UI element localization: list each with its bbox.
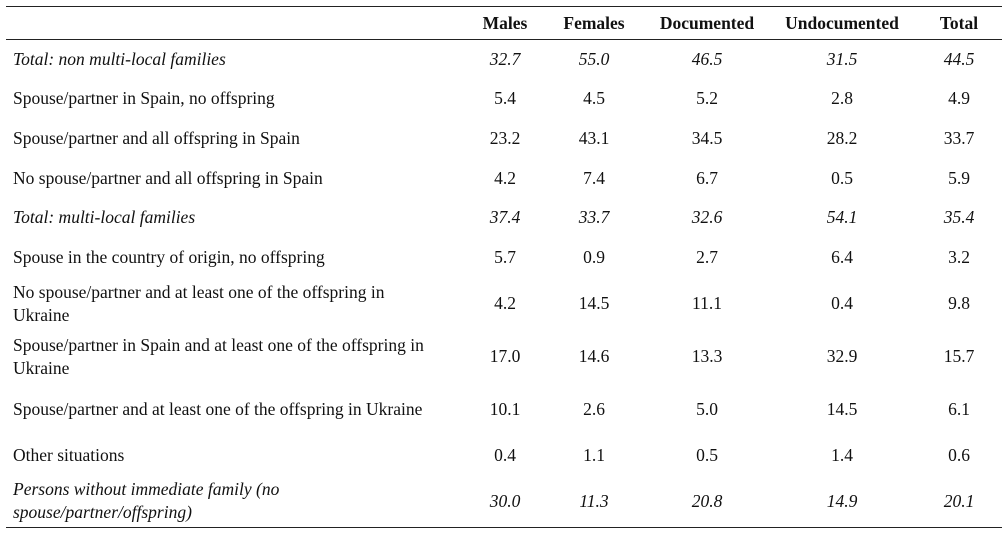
cell-undocumented: 1.4 xyxy=(831,445,853,466)
cell-females: 2.6 xyxy=(583,399,605,420)
cell-documented: 46.5 xyxy=(691,49,723,70)
cell-documented: 34.5 xyxy=(691,127,723,148)
column-header-total: Total xyxy=(916,6,1002,40)
table-header-row: Males Females Documented Undocumented To… xyxy=(6,6,1002,40)
table-row: Spouse/partner and all offspring in Spai… xyxy=(6,119,1002,159)
cell-females: 14.5 xyxy=(578,293,610,314)
cell-males: 30.0 xyxy=(468,475,542,529)
cell-females: 55.0 xyxy=(578,49,610,70)
cell-total: 35.4 xyxy=(943,207,975,228)
cell-males: 5.4 xyxy=(494,88,516,109)
cell-males: 5.7 xyxy=(494,246,516,267)
cell-females: 14.6 xyxy=(578,346,610,367)
cell-males: 0.4 xyxy=(494,445,516,466)
row-label: Persons without immediate family (no spo… xyxy=(6,475,468,529)
cell-females: 7.4 xyxy=(583,167,605,188)
cell-documented: 11.1 xyxy=(692,293,722,314)
row-label: Other situations xyxy=(13,445,125,466)
column-header-males: Males xyxy=(468,6,542,40)
cell-females: 0.9 xyxy=(583,246,605,267)
cell-documented: 5.0 xyxy=(696,399,718,420)
row-label: Spouse in the country of origin, no offs… xyxy=(13,246,325,267)
cell-undocumented: 54.1 xyxy=(826,207,858,228)
cell-documented: 32.6 xyxy=(691,207,723,228)
cell-females: 4.5 xyxy=(583,88,605,109)
cell-females: 33.7 xyxy=(578,207,610,228)
cell-undocumented: 0.4 xyxy=(831,293,853,314)
cell-males: 37.4 xyxy=(489,207,521,228)
table-row: Persons without immediate family (no spo… xyxy=(6,475,1002,529)
data-table-container: Males Females Documented Undocumented To… xyxy=(6,6,1002,529)
cell-males: 23.2 xyxy=(489,127,521,148)
cell-undocumented: 28.2 xyxy=(826,127,858,148)
row-label: No spouse/partner and at least one of th… xyxy=(13,281,385,325)
cell-males: 17.0 xyxy=(489,346,521,367)
cell-total: 15.7 xyxy=(943,346,975,367)
table-row: Spouse/partner in Spain and at least one… xyxy=(6,330,1002,383)
column-header-undocumented: Undocumented xyxy=(768,6,916,40)
cell-females: 1.1 xyxy=(583,445,605,466)
cell-males: 10.1 xyxy=(489,399,521,420)
table-row: No spouse/partner and all offspring in S… xyxy=(6,158,1002,198)
cell-undocumented: 2.8 xyxy=(831,88,853,109)
row-label: Spouse/partner in Spain, no offspring xyxy=(13,88,275,109)
cell-total: 3.2 xyxy=(948,246,970,267)
cell-undocumented: 32.9 xyxy=(826,346,858,367)
row-label: Spouse/partner in Spain and at least one… xyxy=(13,334,424,378)
table-row: Total: non multi-local families 32.7 55.… xyxy=(6,40,1002,80)
row-label: Total: multi-local families xyxy=(13,207,196,228)
cell-undocumented: 0.5 xyxy=(831,167,853,188)
cell-documented: 5.2 xyxy=(696,88,718,109)
cell-undocumented: 14.5 xyxy=(826,399,858,420)
column-header-documented: Documented xyxy=(646,6,768,40)
row-label: Total: non multi-local families xyxy=(13,49,226,70)
column-header-females: Females xyxy=(542,6,646,40)
cell-total: 5.9 xyxy=(948,167,970,188)
family-situation-table: Males Females Documented Undocumented To… xyxy=(6,6,1002,529)
cell-documented: 20.8 xyxy=(646,475,768,529)
cell-total: 6.1 xyxy=(948,399,970,420)
row-label: Spouse/partner and all offspring in Spai… xyxy=(13,127,300,148)
cell-total: 33.7 xyxy=(943,127,975,148)
cell-males: 32.7 xyxy=(489,49,521,70)
table-row: No spouse/partner and at least one of th… xyxy=(6,277,1002,330)
table-row: Total: multi-local families 37.4 33.7 32… xyxy=(6,198,1002,238)
cell-documented: 6.7 xyxy=(696,167,718,188)
column-header-label xyxy=(6,6,468,40)
cell-undocumented: 6.4 xyxy=(831,246,853,267)
cell-total: 20.1 xyxy=(916,475,1002,529)
cell-documented: 2.7 xyxy=(696,246,718,267)
cell-total: 0.6 xyxy=(948,445,970,466)
cell-males: 4.2 xyxy=(494,167,516,188)
cell-total: 4.9 xyxy=(948,88,970,109)
table-row: Other situations 0.4 1.1 0.5 1.4 0.6 xyxy=(6,436,1002,476)
table-row: Spouse/partner and at least one of the o… xyxy=(6,383,1002,436)
table-row: Spouse/partner in Spain, no offspring 5.… xyxy=(6,79,1002,119)
cell-females: 43.1 xyxy=(578,127,610,148)
cell-total: 9.8 xyxy=(948,293,970,314)
cell-undocumented: 14.9 xyxy=(768,475,916,529)
cell-females: 11.3 xyxy=(542,475,646,529)
cell-undocumented: 31.5 xyxy=(826,49,858,70)
cell-males: 4.2 xyxy=(494,293,516,314)
cell-documented: 0.5 xyxy=(696,445,718,466)
cell-documented: 13.3 xyxy=(691,346,723,367)
row-label: Spouse/partner and at least one of the o… xyxy=(13,399,423,420)
cell-total: 44.5 xyxy=(943,49,975,70)
table-row: Spouse in the country of origin, no offs… xyxy=(6,237,1002,277)
row-label: No spouse/partner and all offspring in S… xyxy=(13,167,323,188)
